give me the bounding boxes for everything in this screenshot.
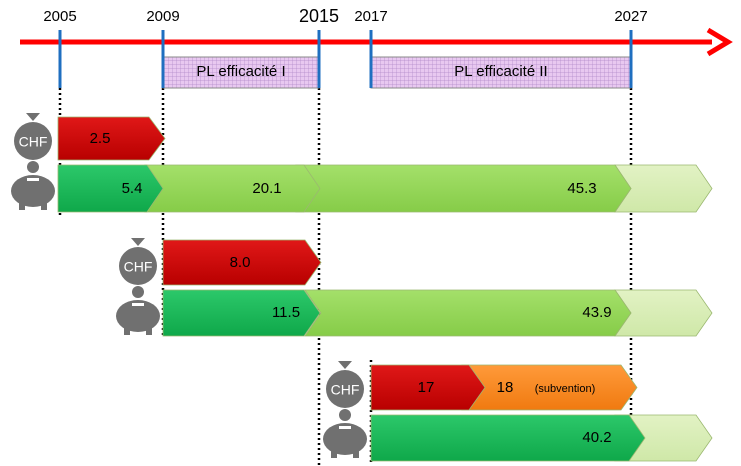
piggy-bank [11, 175, 55, 207]
piggy-leg [146, 326, 152, 335]
icon-label: CHF [331, 382, 360, 398]
saving-label: 20.1 [252, 180, 281, 197]
year-label: 2027 [614, 8, 647, 25]
coin-slot [339, 426, 351, 429]
money-bag [131, 238, 145, 246]
saving-label: 45.3 [567, 180, 596, 197]
chevron [370, 364, 486, 411]
year-label: 2009 [146, 8, 179, 25]
money-bag [14, 122, 52, 160]
chevron [304, 289, 632, 337]
saving-label: 40.2 [582, 429, 611, 446]
coin-slot [132, 303, 144, 306]
year-label: 2015 [299, 6, 339, 26]
chevron [370, 414, 646, 462]
piggy-leg [41, 201, 47, 210]
icons: CHF CHF CHF [11, 113, 367, 458]
saving-label: 11.5 [272, 304, 300, 321]
piggy-bank [323, 423, 367, 455]
money-bag [119, 247, 157, 285]
saving-label: 5.4 [122, 180, 143, 197]
piggy-leg [353, 449, 359, 458]
money-bag [326, 370, 364, 408]
piggy-leg [19, 201, 25, 210]
cost-label: 2.5 [90, 130, 111, 147]
coin [339, 409, 351, 421]
coin-slot [27, 178, 39, 181]
axis-arrow [706, 27, 733, 57]
subsidy-label: (subvention) [535, 383, 596, 395]
icon-label: CHF [124, 259, 153, 275]
coin [132, 286, 144, 298]
money-bag [338, 361, 352, 369]
chevron [144, 164, 321, 213]
icon-label: CHF [19, 134, 48, 150]
piggy-bank [116, 300, 160, 332]
year-label: 2017 [354, 8, 387, 25]
phase-box [162, 56, 320, 89]
chevron [162, 239, 322, 286]
bars [57, 116, 713, 462]
piggy-leg [124, 326, 130, 335]
chevron [57, 164, 164, 213]
chevron [57, 116, 166, 161]
coin [27, 161, 39, 173]
cost-label: 18 [497, 379, 514, 396]
money-bag [26, 113, 40, 121]
saving-label: 43.9 [582, 304, 611, 321]
phase-label: PL efficacité II [454, 63, 547, 80]
year-label: 2005 [43, 8, 76, 25]
cost-label: 8.0 [230, 254, 251, 271]
piggy-leg [331, 449, 337, 458]
cost-label: 17 [418, 379, 435, 396]
phase-label: PL efficacité I [196, 63, 285, 80]
year-ticks [58, 30, 633, 88]
chevron [162, 289, 321, 337]
